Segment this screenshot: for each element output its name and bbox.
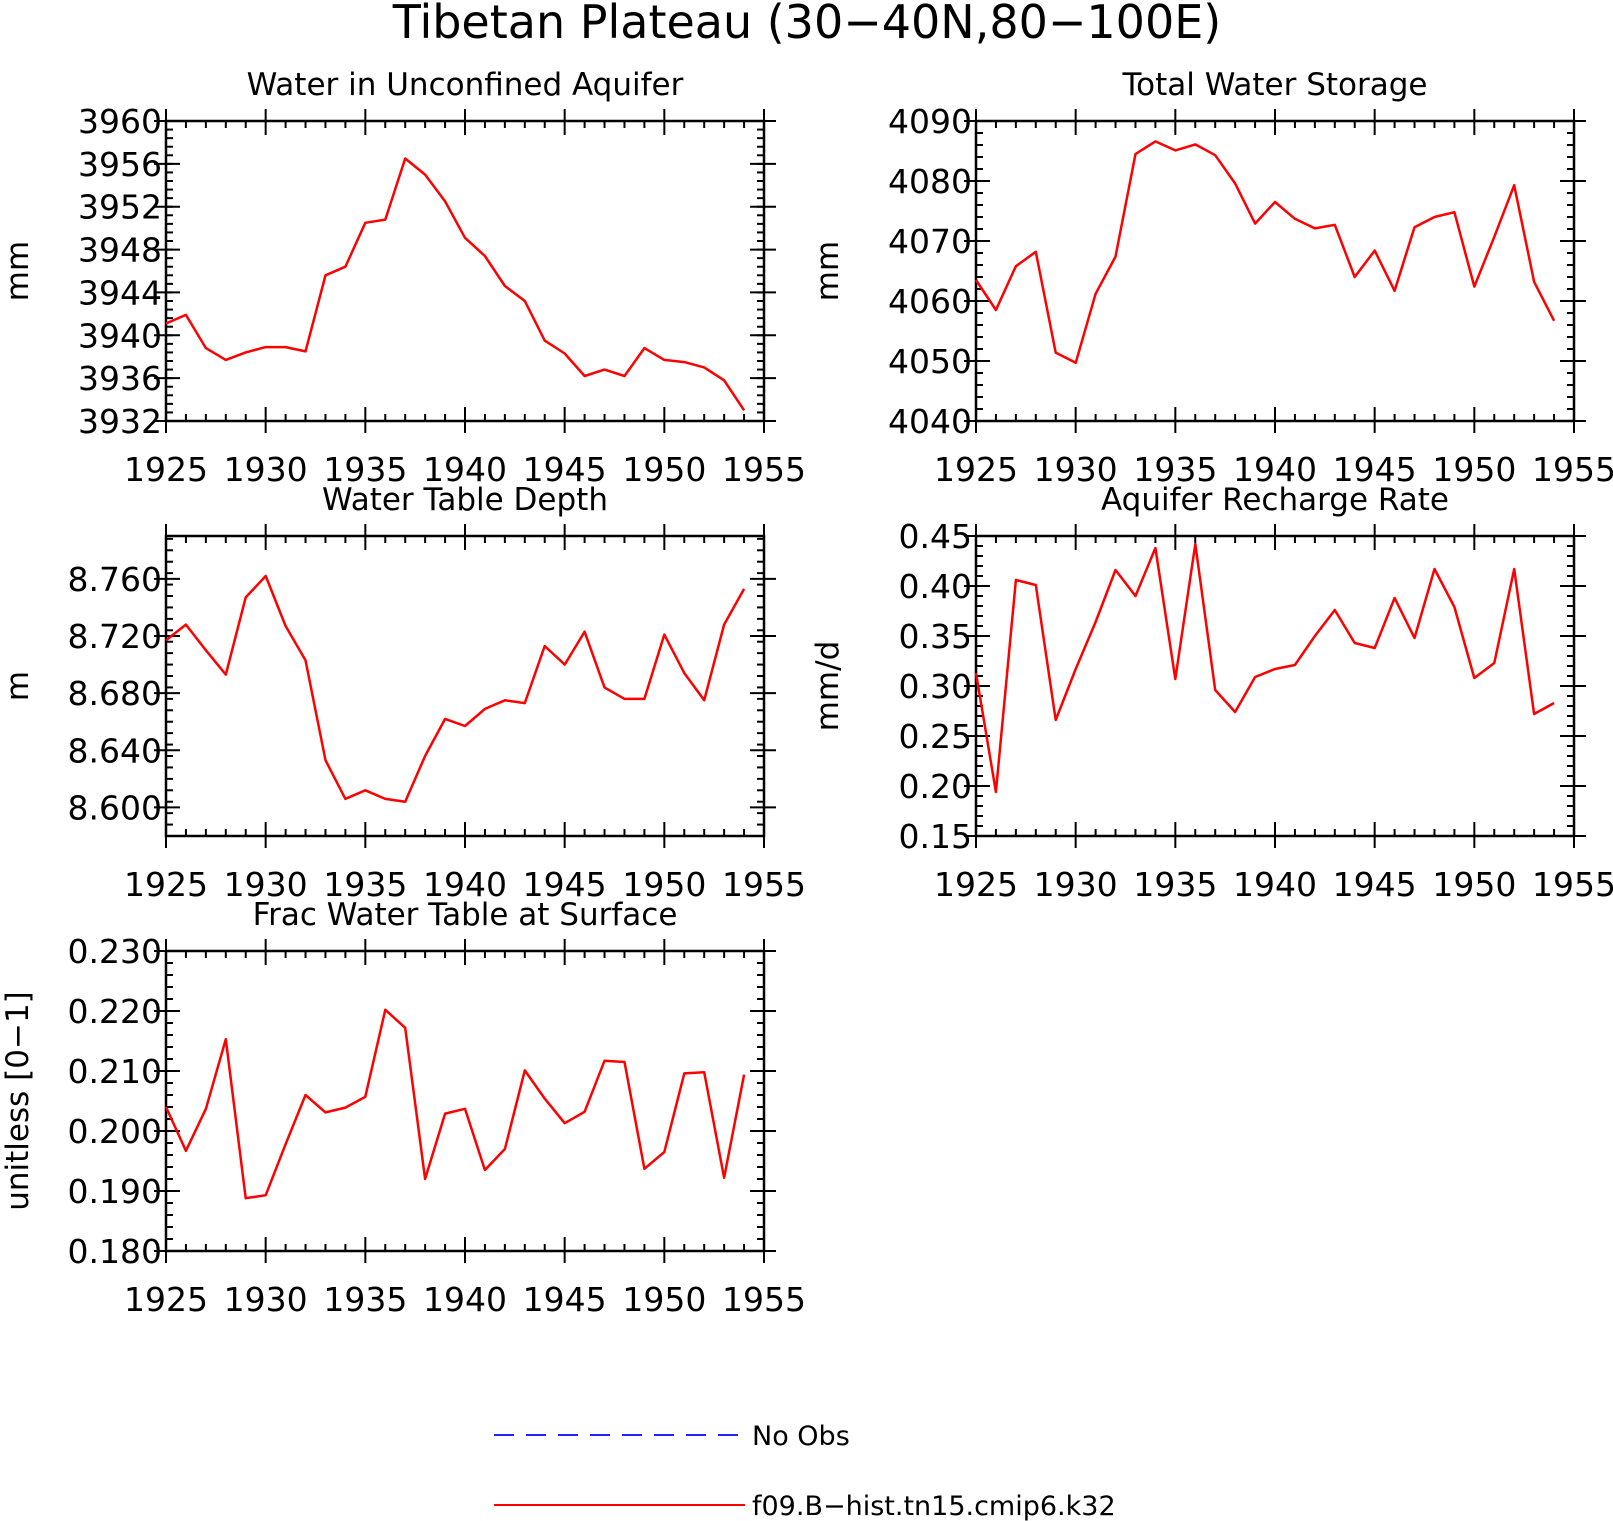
x-tick-label: 1935 bbox=[323, 865, 407, 904]
x-tick-label: 1925 bbox=[124, 450, 208, 489]
x-tick-label: 1925 bbox=[934, 865, 1018, 904]
x-tick-label: 1940 bbox=[1233, 865, 1317, 904]
plot-frame bbox=[164, 949, 766, 1253]
y-tick-label: 0.15 bbox=[899, 817, 972, 856]
x-tick-label: 1955 bbox=[722, 865, 806, 904]
y-tick-label: 8.600 bbox=[68, 788, 162, 827]
y-axis-label: unitless [0−1] bbox=[0, 991, 36, 1211]
y-tick-label: 0.230 bbox=[68, 932, 162, 971]
panel-title: Frac Water Table at Surface bbox=[253, 897, 678, 933]
legend: No Obs f09.B−hist.tn15.cmip6.k32 bbox=[494, 1421, 1116, 1521]
y-tick-label: 4080 bbox=[888, 162, 972, 201]
x-tick-label: 1940 bbox=[423, 865, 507, 904]
x-tick-label: 1930 bbox=[1034, 865, 1118, 904]
x-tick-label: 1930 bbox=[224, 865, 308, 904]
x-tick-label: 1950 bbox=[1432, 450, 1516, 489]
x-tick-label: 1950 bbox=[622, 1280, 706, 1319]
y-tick-label: 3936 bbox=[78, 359, 162, 398]
y-tick-label: 0.35 bbox=[899, 617, 972, 656]
x-tick-label: 1945 bbox=[523, 1280, 607, 1319]
chart-panel-4: Aquifer Recharge Rate mm/d 1925 1930 1935 194… bbox=[810, 482, 1613, 904]
y-tick-label: 3956 bbox=[78, 145, 162, 184]
chart-panel-3: Water Table Depth m 1925 1930 1935 1940 1945 19… bbox=[0, 482, 806, 904]
chart-panels: Water in Unconfined Aquifer mm 1925 1930 193… bbox=[0, 67, 1613, 1319]
series-line bbox=[165, 574, 746, 803]
x-tick-label: 1940 bbox=[423, 1280, 507, 1319]
y-tick-label: 8.680 bbox=[68, 674, 162, 713]
y-tick-label: 4040 bbox=[888, 402, 972, 441]
x-tick-label: 1925 bbox=[934, 450, 1018, 489]
x-tick-label: 1955 bbox=[722, 1280, 806, 1319]
x-tick-label: 1930 bbox=[224, 450, 308, 489]
x-tick-label: 1940 bbox=[1233, 450, 1317, 489]
x-tick-label: 1955 bbox=[1532, 865, 1613, 904]
plot-frame bbox=[974, 534, 1576, 838]
x-tick-label: 1945 bbox=[523, 450, 607, 489]
x-tick-label: 1950 bbox=[1432, 865, 1516, 904]
chart-panel-2: Total Water Storage mm 1925 1930 1935 1940 194… bbox=[810, 67, 1613, 489]
panel-title: Total Water Storage bbox=[1121, 67, 1427, 103]
y-axis-label: mm bbox=[0, 241, 36, 301]
y-tick-label: 0.45 bbox=[899, 517, 972, 556]
panel-title: Aquifer Recharge Rate bbox=[1101, 482, 1449, 518]
y-tick-label: 8.720 bbox=[68, 617, 162, 656]
x-tick-label: 1935 bbox=[323, 450, 407, 489]
y-tick-label: 4050 bbox=[888, 342, 972, 381]
x-tick-label: 1935 bbox=[1133, 450, 1217, 489]
x-tick-label: 1925 bbox=[124, 865, 208, 904]
plot-frame bbox=[164, 119, 766, 423]
x-tick-label: 1925 bbox=[124, 1280, 208, 1319]
y-axis-label: m bbox=[0, 671, 36, 701]
x-tick-label: 1945 bbox=[523, 865, 607, 904]
x-tick-label: 1955 bbox=[722, 450, 806, 489]
x-tick-label: 1940 bbox=[423, 450, 507, 489]
y-axis-label: mm/d bbox=[810, 641, 846, 732]
series-line bbox=[164, 1008, 746, 1200]
figure-title: Tibetan Plateau (30−40N,80−100E) bbox=[392, 0, 1221, 49]
x-tick-label: 1945 bbox=[1333, 450, 1417, 489]
y-tick-label: 0.190 bbox=[68, 1172, 162, 1211]
x-tick-label: 1935 bbox=[1133, 865, 1217, 904]
y-tick-label: 3944 bbox=[78, 273, 162, 312]
plot-frame bbox=[974, 119, 1576, 423]
x-tick-label: 1955 bbox=[1532, 450, 1613, 489]
legend-label-no-obs: No Obs bbox=[752, 1421, 850, 1452]
y-tick-label: 4090 bbox=[888, 102, 972, 141]
plot-frame bbox=[164, 534, 766, 838]
series-line bbox=[165, 157, 746, 411]
series-line bbox=[974, 542, 1555, 794]
chart-panel-5: Frac Water Table at Surface unitless [0−1… bbox=[0, 897, 806, 1319]
y-tick-label: 3932 bbox=[78, 402, 162, 441]
y-tick-label: 8.760 bbox=[68, 560, 162, 599]
y-tick-label: 0.20 bbox=[899, 767, 972, 806]
x-tick-label: 1950 bbox=[622, 450, 706, 489]
legend-label-model: f09.B−hist.tn15.cmip6.k32 bbox=[752, 1491, 1116, 1521]
y-tick-label: 3940 bbox=[78, 316, 162, 355]
y-tick-label: 0.25 bbox=[899, 717, 972, 756]
panel-title: Water Table Depth bbox=[322, 482, 608, 518]
chart-panel-1: Water in Unconfined Aquifer mm 1925 1930 193… bbox=[0, 67, 806, 489]
y-tick-label: 3948 bbox=[78, 231, 162, 270]
y-tick-label: 0.210 bbox=[68, 1052, 162, 1091]
y-tick-label: 3952 bbox=[78, 188, 162, 227]
y-tick-label: 0.40 bbox=[899, 567, 972, 606]
y-tick-label: 8.640 bbox=[68, 731, 162, 770]
y-axis-label: mm bbox=[810, 241, 846, 301]
panel-title: Water in Unconfined Aquifer bbox=[247, 67, 684, 103]
x-tick-label: 1930 bbox=[224, 1280, 308, 1319]
y-tick-label: 0.200 bbox=[68, 1112, 162, 1151]
y-tick-label: 4060 bbox=[888, 282, 972, 321]
y-tick-label: 3960 bbox=[78, 102, 162, 141]
y-tick-label: 0.180 bbox=[68, 1232, 162, 1271]
y-tick-label: 0.220 bbox=[68, 992, 162, 1031]
series-line bbox=[974, 140, 1556, 365]
x-tick-label: 1950 bbox=[622, 865, 706, 904]
x-tick-label: 1930 bbox=[1034, 450, 1118, 489]
x-tick-label: 1945 bbox=[1333, 865, 1417, 904]
y-tick-label: 0.30 bbox=[899, 667, 972, 706]
x-tick-label: 1935 bbox=[323, 1280, 407, 1319]
y-tick-label: 4070 bbox=[888, 222, 972, 261]
